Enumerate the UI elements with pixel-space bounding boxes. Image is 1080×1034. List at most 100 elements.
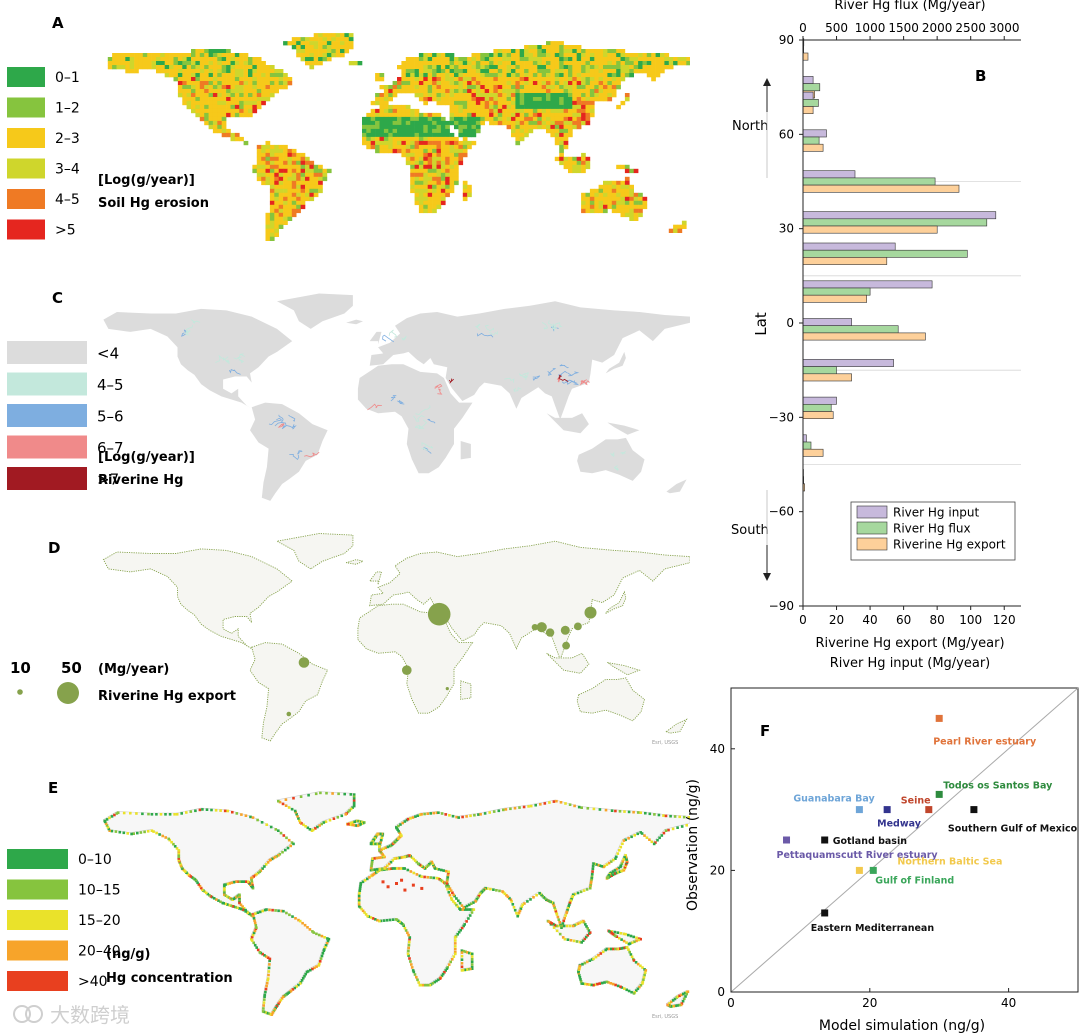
panel-e-unit: (ng/g)	[106, 947, 151, 962]
legend-label: River Hg flux	[893, 522, 971, 536]
legend-swatch	[7, 158, 45, 179]
watermark-text: 大数跨境	[50, 1003, 130, 1027]
plot-frame	[730, 687, 1079, 993]
bar-riverine-hg-export	[802, 411, 834, 419]
bar-riverine-hg-export	[802, 143, 824, 152]
legend-label: 20–40	[78, 944, 121, 960]
scatter-point	[970, 806, 978, 814]
scatter-point	[783, 836, 791, 844]
legend-swatch	[7, 67, 45, 87]
top-tick-label: 500	[825, 21, 848, 35]
legend-swatch	[7, 971, 68, 991]
panel-f-y-axis-label: Observation (ng/g)	[685, 779, 701, 911]
bar-riverine-hg-export	[802, 106, 814, 114]
watermark: 大数跨境	[13, 1003, 130, 1027]
panel-a-unit: [Log(g/year)]	[98, 173, 195, 188]
panel-d-map	[102, 533, 690, 742]
panel-e-map	[103, 791, 690, 1016]
panel-d-unit: (Mg/year)	[98, 662, 169, 677]
export-bubble	[298, 657, 310, 668]
scatter-point	[935, 790, 943, 798]
panel-c-title: Riverine Hg	[98, 473, 183, 488]
legend-label: >40	[78, 974, 108, 990]
panel-e-title: Hg concentration	[106, 971, 233, 986]
panel-b-bottom-axis-label-1: Riverine Hg export (Mg/year)	[815, 636, 1004, 651]
panel-b-y-axis-label: Lat	[752, 312, 770, 336]
y-tick-label: 90	[779, 33, 794, 47]
bar-riverine-hg-export	[802, 448, 824, 457]
scatter-point-label: Gotland basin	[833, 836, 908, 847]
panel-e: E 0–10 10–15 15–20 20–40 >40 (ng/g) Hg conce…	[7, 779, 690, 1020]
scatter-point	[883, 806, 891, 814]
bar-river-hg-flux	[802, 99, 819, 107]
x-tick-label: 0	[727, 996, 735, 1010]
panel-b-bottom-axis-label-2: River Hg input (Mg/year)	[830, 656, 991, 671]
bar-riverine-hg-export	[802, 225, 938, 234]
bar-river-hg-input	[802, 129, 827, 138]
y-tick-label: 40	[710, 742, 725, 756]
export-bubble	[531, 624, 539, 631]
bar-river-hg-input	[802, 280, 933, 289]
scatter-point	[855, 806, 863, 814]
y-tick-label: −60	[769, 505, 794, 519]
panel-b-north-label: North	[732, 119, 768, 134]
bottom-tick-label: 80	[930, 613, 945, 627]
scatter-point	[925, 806, 933, 814]
scatter-point-label: Pettaquamscutt River estuary	[777, 850, 939, 861]
watermark-logo-icon	[13, 1005, 31, 1023]
bottom-tick-label: 0	[799, 613, 807, 627]
export-bubble	[445, 687, 449, 691]
export-bubble	[574, 622, 582, 631]
legend-label: <4	[97, 344, 119, 362]
scatter-point-label: Northern Baltic Sea	[897, 856, 1002, 867]
bottom-tick-label: 60	[896, 613, 911, 627]
panel-d-size-label-large: 50	[61, 659, 82, 677]
y-tick-label: −90	[769, 599, 794, 613]
top-tick-label: 2500	[955, 21, 986, 35]
scatter-point	[821, 836, 829, 844]
bar-river-hg-flux	[802, 177, 936, 186]
x-tick-label: 40	[1001, 996, 1016, 1010]
bottom-tick-label: 100	[959, 613, 982, 627]
identity-line	[730, 687, 1079, 993]
panel-d-size-symbol-large	[57, 682, 79, 704]
export-bubble	[286, 711, 292, 717]
bar-river-hg-flux	[802, 249, 968, 258]
export-bubble	[562, 641, 570, 650]
scatter-point-label: Pearl River estuary	[933, 736, 1037, 747]
y-tick-label: 0	[786, 316, 794, 330]
legend-label: 3–4	[55, 162, 80, 178]
bar-river-hg-input	[802, 91, 814, 100]
legend-label: 0–1	[55, 70, 80, 86]
y-tick-label: 20	[710, 863, 725, 877]
legend-label: >7	[97, 470, 119, 488]
legend-label: 10–15	[78, 883, 121, 899]
panel-f-chart: F Model simulation (ng/g) Observation (n…	[685, 687, 1079, 1034]
panel-d-title: Riverine Hg export	[98, 689, 236, 704]
legend-swatch	[7, 404, 87, 427]
y-tick-label: 30	[779, 222, 794, 236]
panel-d-credit: Esri, USGS	[652, 740, 678, 746]
legend-swatch	[7, 879, 68, 900]
bar-riverine-hg-export	[802, 257, 888, 265]
legend-swatch	[856, 537, 888, 551]
bar-riverine-hg-export	[802, 294, 868, 303]
panel-e-legend: 0–10 10–15 15–20 20–40 >40	[7, 849, 121, 991]
scatter-point-label: Medway	[877, 819, 922, 830]
legend-label: 1–2	[55, 101, 80, 117]
scatter-point-label: Todos os Santos Bay	[943, 780, 1053, 791]
legend-label: 0–10	[78, 852, 112, 868]
legend-swatch	[7, 189, 45, 209]
panel-c-map	[103, 293, 690, 501]
legend-swatch	[7, 910, 68, 930]
bar-river-hg-flux	[802, 136, 820, 145]
legend-swatch	[7, 341, 87, 364]
bar-riverine-hg-export	[802, 184, 960, 193]
panel-c-letter: C	[52, 289, 63, 307]
scatter-point-label: Gulf of Finland	[875, 875, 954, 886]
bottom-tick-label: 40	[862, 613, 877, 627]
bar-river-hg-input	[802, 170, 856, 179]
panel-b-legend: River Hg input River Hg flux Riverine Hg e…	[850, 501, 1016, 561]
panel-b-letter: B	[975, 67, 986, 85]
panel-d-letter: D	[48, 539, 60, 557]
